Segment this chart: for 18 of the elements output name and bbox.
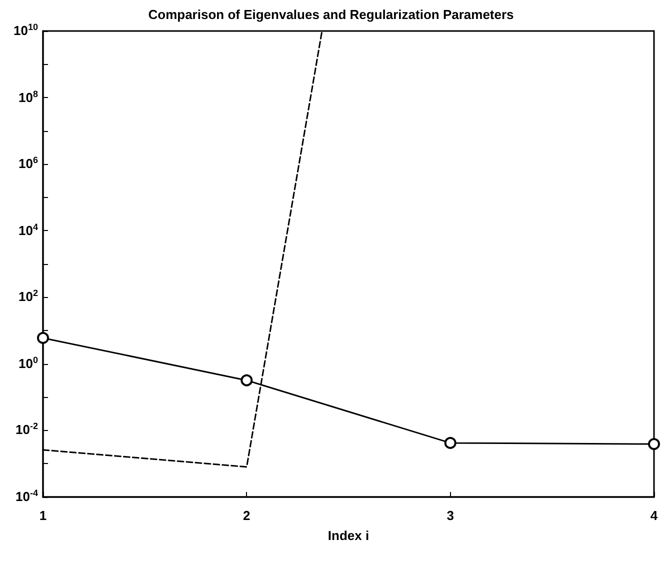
y-tick-label: 10$^{8}$ <box>18 88 38 105</box>
y-tick-label: 10$^{-2}$ <box>16 421 38 438</box>
x-tick-label: 3 <box>446 508 454 523</box>
y-tick-label: 10$^{6}$ <box>18 155 38 172</box>
point <box>444 436 456 449</box>
point <box>648 438 660 450</box>
x-tick-label: 1 <box>39 508 47 523</box>
y-tick-label: 10$^{4}$ <box>18 222 38 238</box>
x-axis-title: Index i <box>328 528 370 543</box>
x-tick-label: 4 <box>650 508 658 523</box>
chart-title: Comparison of Eigenvalues and Regularization Parameters <box>148 7 514 22</box>
y-tick-label: 10$^{0}$ <box>18 354 38 371</box>
y-tick-label: 10$^{2}$ <box>18 288 38 304</box>
y-tick-label: 10$^{10}$ <box>14 22 38 38</box>
y-tick-label: 10$^{-4}$ <box>16 488 38 504</box>
point <box>240 374 253 386</box>
x-tick-label: 2 <box>243 508 250 523</box>
point <box>37 332 49 344</box>
